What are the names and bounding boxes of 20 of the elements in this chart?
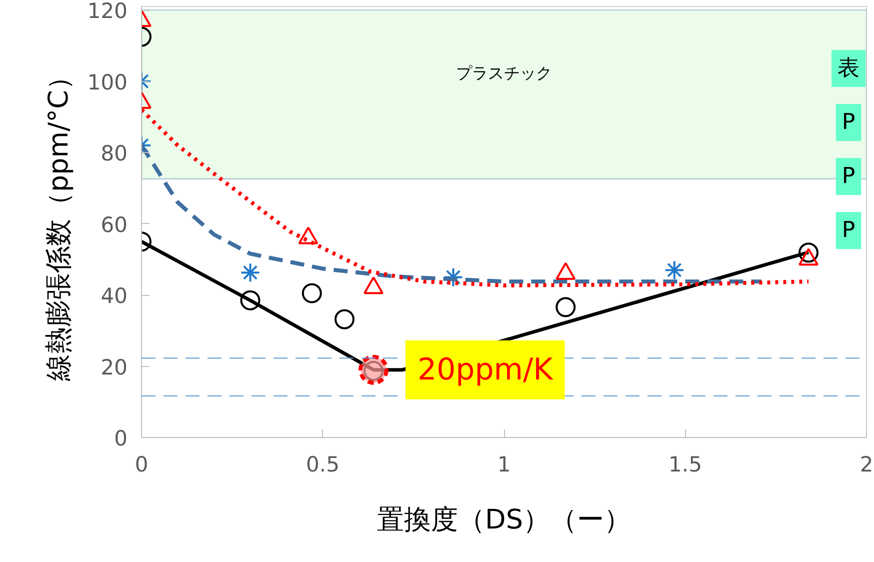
- y-tick-label: 0: [114, 426, 128, 450]
- y-tick-label: 120: [87, 0, 128, 24]
- y-axis-title: 線熱膨張係数（ppm/°C）: [43, 62, 74, 382]
- y-tick-label: 80: [100, 142, 128, 166]
- x-tick-label: 2: [860, 452, 874, 476]
- x-tick-label: 0: [134, 452, 148, 476]
- annotation: 表: [838, 56, 860, 81]
- x-tick-label: 1: [497, 452, 511, 476]
- y-tick-label: 60: [100, 212, 128, 237]
- annotation: P: [842, 218, 856, 243]
- annotation: P: [842, 110, 856, 135]
- band-label: プラスチック: [456, 64, 552, 83]
- x-tick-label: 1.5: [668, 452, 702, 476]
- x-tick-label: 0.5: [306, 452, 340, 476]
- y-tick-label: 40: [100, 284, 128, 308]
- y-tick-label: 20: [100, 355, 128, 380]
- annotation: 20ppm/K: [418, 352, 554, 388]
- annotation: P: [842, 164, 856, 189]
- x-axis-title: 置換度（DS）（ー）: [377, 504, 631, 536]
- y-tick-label: 100: [87, 70, 128, 94]
